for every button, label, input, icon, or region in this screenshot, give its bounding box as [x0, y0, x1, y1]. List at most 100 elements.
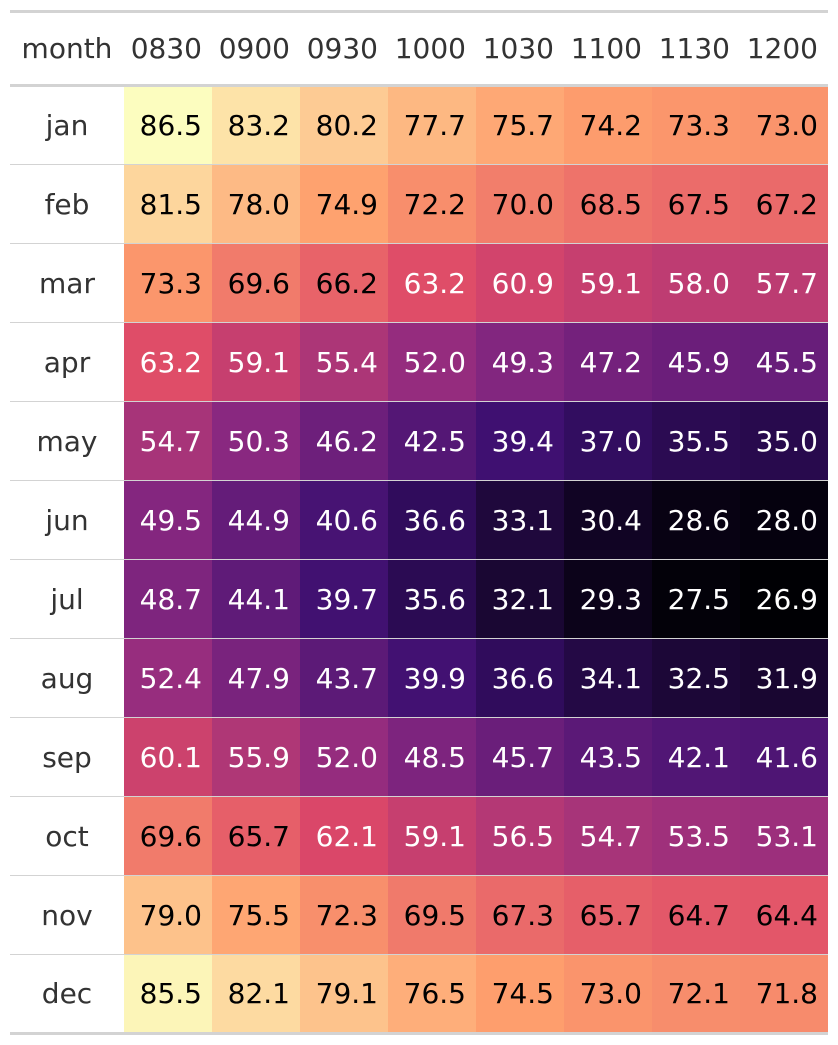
- heatmap-cell-apr-1000: 52.0: [388, 322, 476, 402]
- heatmap-table-container: month 0830 0900 0930 1000 1030 1100 1130 1200 j…: [10, 10, 828, 1035]
- heatmap-cell-jun-0830: 49.5: [124, 480, 212, 560]
- row-label-may: may: [10, 401, 124, 481]
- heatmap-cell-mar-0900: 69.6: [212, 243, 300, 323]
- table-row: jan 86.5 83.2 80.2 77.7 75.7 74.2 73.3 73.0: [10, 85, 828, 165]
- heatmap-cell-oct-0930: 62.1: [300, 796, 388, 876]
- column-header-1130: 1130: [658, 32, 730, 65]
- table-row: jun 49.5 44.9 40.6 36.6 33.1 30.4 28.6 28.0: [10, 480, 828, 560]
- table-row: mar 73.3 69.6 66.2 63.2 60.9 59.1 58.0 57.7: [10, 243, 828, 323]
- heatmap-cell-oct-1100: 54.7: [564, 796, 652, 876]
- column-header-0930: 0930: [306, 32, 378, 65]
- heatmap-cell-may-1100: 37.0: [564, 401, 652, 481]
- heatmap-cell-sep-0930: 52.0: [300, 717, 388, 797]
- heatmap-cell-may-0930: 46.2: [300, 401, 388, 481]
- heatmap-cell-aug-1200: 31.9: [740, 638, 828, 718]
- heatmap-cell-aug-1100: 34.1: [564, 638, 652, 718]
- heatmap-cell-nov-1030: 67.3: [476, 875, 564, 955]
- heatmap-cell-mar-1200: 57.7: [740, 243, 828, 323]
- heatmap-cell-dec-1100: 73.0: [564, 954, 652, 1034]
- heatmap-cell-feb-0830: 81.5: [124, 164, 212, 244]
- heatmap-cell-jan-0900: 83.2: [212, 85, 300, 165]
- heatmap-cell-nov-1000: 69.5: [388, 875, 476, 955]
- heatmap-cell-jun-0930: 40.6: [300, 480, 388, 560]
- heatmap-cell-jan-1000: 77.7: [388, 85, 476, 165]
- row-label-jan: jan: [10, 85, 124, 165]
- heatmap-cell-dec-0830: 85.5: [124, 954, 212, 1034]
- heatmap-cell-jan-1100: 74.2: [564, 85, 652, 165]
- heatmap-cell-mar-1100: 59.1: [564, 243, 652, 323]
- heatmap-cell-jan-0830: 86.5: [124, 85, 212, 165]
- heatmap-cell-jul-0830: 48.7: [124, 559, 212, 639]
- heatmap-cell-dec-0930: 79.1: [300, 954, 388, 1034]
- heatmap-cell-sep-1100: 43.5: [564, 717, 652, 797]
- column-header-1100: 1100: [570, 32, 642, 65]
- heatmap-cell-jun-1000: 36.6: [388, 480, 476, 560]
- heatmap-cell-nov-1200: 64.4: [740, 875, 828, 955]
- heatmap-cell-nov-1100: 65.7: [564, 875, 652, 955]
- heatmap-cell-jul-0930: 39.7: [300, 559, 388, 639]
- heatmap-cell-oct-1200: 53.1: [740, 796, 828, 876]
- heatmap-cell-nov-0900: 75.5: [212, 875, 300, 955]
- heatmap-cell-dec-1000: 76.5: [388, 954, 476, 1034]
- heatmap-cell-jul-1130: 27.5: [652, 559, 740, 639]
- heatmap-cell-mar-1030: 60.9: [476, 243, 564, 323]
- heatmap-cell-dec-1030: 74.5: [476, 954, 564, 1034]
- table-row: feb 81.5 78.0 74.9 72.2 70.0 68.5 67.5 67.2: [10, 164, 828, 244]
- heatmap-cell-feb-1000: 72.2: [388, 164, 476, 244]
- heatmap-cell-apr-0930: 55.4: [300, 322, 388, 402]
- table-row: nov 79.0 75.5 72.3 69.5 67.3 65.7 64.7 64.4: [10, 875, 828, 955]
- heatmap-cell-jul-1200: 26.9: [740, 559, 828, 639]
- heatmap-cell-sep-1030: 45.7: [476, 717, 564, 797]
- table-header: month 0830 0900 0930 1000 1030 1100 1130 1200: [10, 11, 828, 86]
- heatmap-cell-jun-1130: 28.6: [652, 480, 740, 560]
- table-row: oct 69.6 65.7 62.1 59.1 56.5 54.7 53.5 53.1: [10, 796, 828, 876]
- heatmap-cell-apr-1200: 45.5: [740, 322, 828, 402]
- heatmap-cell-apr-1130: 45.9: [652, 322, 740, 402]
- row-header-label: month: [21, 32, 113, 65]
- table-row: aug 52.4 47.9 43.7 39.9 36.6 34.1 32.5 31.9: [10, 638, 828, 718]
- heatmap-cell-oct-1130: 53.5: [652, 796, 740, 876]
- heatmap-cell-mar-1130: 58.0: [652, 243, 740, 323]
- heatmap-cell-jun-1030: 33.1: [476, 480, 564, 560]
- heatmap-cell-may-1030: 39.4: [476, 401, 564, 481]
- heatmap-cell-sep-1000: 48.5: [388, 717, 476, 797]
- column-header-1200: 1200: [746, 32, 818, 65]
- heatmap-cell-oct-0900: 65.7: [212, 796, 300, 876]
- heatmap-cell-aug-0900: 47.9: [212, 638, 300, 718]
- column-header-1000: 1000: [394, 32, 466, 65]
- heatmap-cell-jun-1200: 28.0: [740, 480, 828, 560]
- heatmap-cell-feb-0900: 78.0: [212, 164, 300, 244]
- heatmap-cell-jul-1000: 35.6: [388, 559, 476, 639]
- heatmap-cell-aug-0830: 52.4: [124, 638, 212, 718]
- heatmap-cell-mar-0930: 66.2: [300, 243, 388, 323]
- heatmap-cell-oct-1000: 59.1: [388, 796, 476, 876]
- heatmap-cell-apr-1100: 47.2: [564, 322, 652, 402]
- table-row: dec 85.5 82.1 79.1 76.5 74.5 73.0 72.1 71.8: [10, 954, 828, 1034]
- heatmap-cell-jan-1200: 73.0: [740, 85, 828, 165]
- heatmap-cell-may-1000: 42.5: [388, 401, 476, 481]
- heatmap-cell-sep-1200: 41.6: [740, 717, 828, 797]
- row-label-jun: jun: [10, 480, 124, 560]
- heatmap-cell-dec-1200: 71.8: [740, 954, 828, 1034]
- heatmap-cell-jan-1030: 75.7: [476, 85, 564, 165]
- heatmap-cell-sep-0830: 60.1: [124, 717, 212, 797]
- table-body: jan 86.5 83.2 80.2 77.7 75.7 74.2 73.3 73.0 feb 81…: [10, 85, 828, 1034]
- row-label-aug: aug: [10, 638, 124, 718]
- heatmap-cell-feb-0930: 74.9: [300, 164, 388, 244]
- heatmap-cell-mar-0830: 73.3: [124, 243, 212, 323]
- heatmap-cell-dec-0900: 82.1: [212, 954, 300, 1034]
- heatmap-cell-feb-1030: 70.0: [476, 164, 564, 244]
- heatmap-cell-jun-1100: 30.4: [564, 480, 652, 560]
- heatmap-cell-sep-1130: 42.1: [652, 717, 740, 797]
- table-row: apr 63.2 59.1 55.4 52.0 49.3 47.2 45.9 45.5: [10, 322, 828, 402]
- heatmap-cell-may-0900: 50.3: [212, 401, 300, 481]
- heatmap-cell-nov-1130: 64.7: [652, 875, 740, 955]
- table-row: sep 60.1 55.9 52.0 48.5 45.7 43.5 42.1 41.6: [10, 717, 828, 797]
- heatmap-cell-aug-1030: 36.6: [476, 638, 564, 718]
- heatmap-cell-jun-0900: 44.9: [212, 480, 300, 560]
- heatmap-cell-jul-0900: 44.1: [212, 559, 300, 639]
- column-header-0830: 0830: [130, 32, 202, 65]
- heatmap-cell-oct-0830: 69.6: [124, 796, 212, 876]
- heatmap-cell-feb-1100: 68.5: [564, 164, 652, 244]
- heatmap-table: month 0830 0900 0930 1000 1030 1100 1130 1200 j…: [10, 10, 828, 1035]
